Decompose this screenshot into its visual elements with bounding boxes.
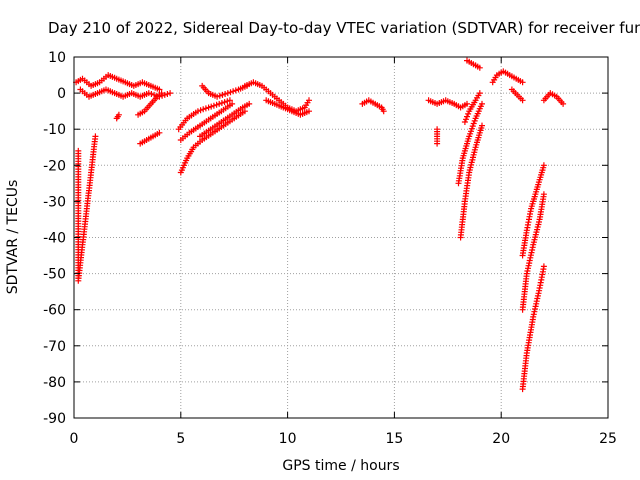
data-point-marker [115,111,122,118]
y-tick-label: -20 [43,158,66,174]
y-tick-label: -80 [43,375,66,391]
data-point-marker [216,92,223,99]
x-tick-label: 0 [70,431,79,447]
y-tick-label: -40 [43,231,66,247]
data-point-marker [230,88,237,95]
y-tick-label: -70 [43,339,66,355]
x-tick-label: 10 [279,431,297,447]
data-point-marker [214,93,221,100]
data-point-marker [529,247,536,253]
data-point-marker [226,97,233,104]
x-tick-label: 25 [599,431,617,447]
data-point-marker [465,110,472,117]
y-tick-label: -30 [43,194,66,210]
chart-title: Day 210 of 2022, Sidereal Day-to-day VTE… [48,19,640,37]
x-axis-label: GPS time / hours [282,458,399,474]
data-point-marker [156,129,163,136]
data-point-marker [92,133,99,140]
data-point-marker [158,90,165,97]
data-point-marker [306,97,312,104]
data-point-marker [232,87,239,94]
data-point-marker [210,102,217,109]
y-axis-label: SDTVAR / TECUs [5,180,21,295]
axis-ticks: 100-10-20-30-40-50-60-70-80-900 5 10 15 20 25 [43,50,617,447]
data-point-marker [519,79,526,86]
data-point-marker [167,90,174,97]
data-point-marker [476,90,483,97]
data-point-marker [519,97,526,104]
grid-lines [74,57,608,418]
data-point-marker [464,113,470,120]
y-tick-label: -90 [43,411,66,427]
data-point-marker [434,140,441,147]
data-point-marker [218,100,225,106]
y-tick-label: -60 [43,303,66,319]
data-point-marker [540,162,547,169]
data-point-marker [540,263,547,270]
data-point-marker [461,119,468,125]
data-points [73,57,567,393]
data-point-marker [560,100,567,107]
data-point-marker [221,99,228,106]
data-point-marker [246,100,253,107]
data-point-marker [224,90,231,97]
data-point-marker [479,122,485,129]
x-tick-label: 20 [492,431,510,447]
data-point-marker [200,106,207,113]
data-point-marker [536,285,543,291]
data-point-marker [479,100,485,107]
data-point-marker [464,100,470,107]
x-tick-label: 5 [176,431,185,447]
data-point-marker [540,191,547,198]
data-point-marker [156,86,163,93]
y-tick-label: 0 [57,86,66,102]
data-point-marker [523,227,530,234]
data-point-marker [208,103,215,110]
data-point-marker [476,64,483,71]
data-point-marker [151,91,158,98]
y-tick-label: -10 [43,122,66,138]
data-point-marker [202,105,209,112]
data-point-marker [463,116,469,123]
data-point-marker [222,91,229,97]
data-point-marker [216,100,223,107]
data-point-marker [229,100,236,107]
data-point-marker [194,108,201,115]
data-point-marker [306,108,312,115]
data-point-marker [380,108,387,115]
data-point-marker [539,271,546,278]
data-point-marker [164,91,171,97]
x-tick-label: 15 [385,431,403,447]
y-tick-label: 10 [48,50,66,66]
data-point-marker [148,91,155,97]
y-tick-label: -50 [43,267,66,283]
